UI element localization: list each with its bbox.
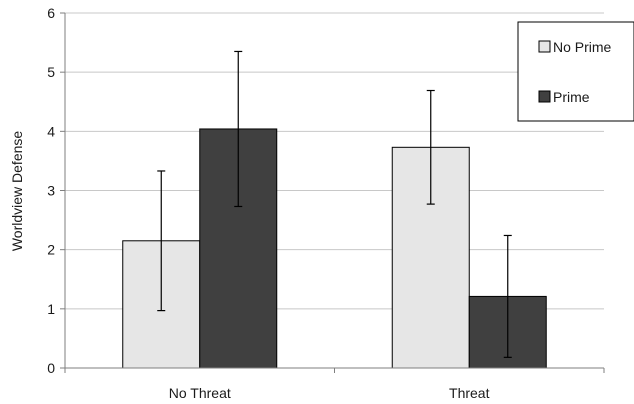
y-tick-label: 3 (47, 183, 55, 199)
x-tick-label: No Threat (169, 385, 231, 401)
y-tick-label: 4 (47, 123, 55, 139)
y-axis-label: Worldview Defense (9, 131, 25, 252)
legend-swatch (538, 40, 551, 53)
y-tick-label: 5 (47, 64, 55, 80)
x-tick-label: Threat (449, 385, 490, 401)
legend: No Prime Prime (517, 21, 634, 122)
y-tick-label: 2 (47, 242, 55, 258)
legend-swatch (538, 90, 551, 103)
y-axis: Worldview Defense 0 1 2 3 4 5 6 (9, 5, 66, 376)
legend-label: Prime (553, 89, 590, 105)
y-tick-label: 0 (47, 360, 55, 376)
legend-box (517, 21, 634, 122)
legend-label: No Prime (553, 39, 612, 55)
x-axis: No Threat Threat (64, 367, 605, 401)
y-tick-label: 1 (47, 301, 55, 317)
y-tick-label: 6 (47, 5, 55, 21)
bar-group (122, 50, 547, 369)
